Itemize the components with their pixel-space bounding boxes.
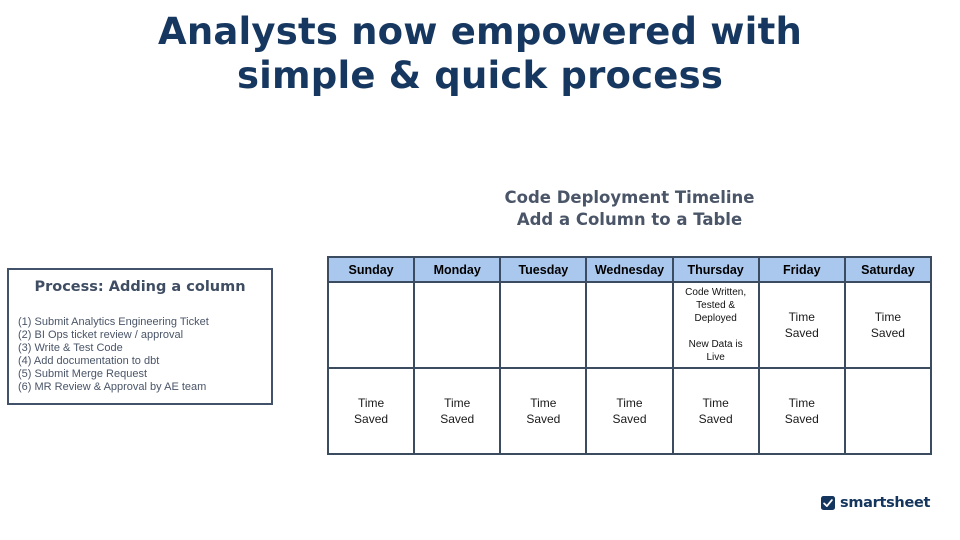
- day-header-row: Sunday Monday Tuesday Wednesday Thursday…: [326, 256, 933, 283]
- process-step-1: (1) Submit Analytics Engineering Ticket: [18, 316, 209, 328]
- process-step-6: (6) MR Review & Approval by AE team: [18, 380, 207, 393]
- process-step-4: (4) Add documentation to dbt: [18, 354, 160, 367]
- week2-friday-time-saved-cell: Time Saved: [757, 367, 846, 455]
- smartsheet-checkbox-icon: [821, 496, 835, 510]
- week1-tuesday-cell: [499, 281, 588, 369]
- week2-monday-time-saved-cell: Time Saved: [413, 367, 502, 455]
- day-header-sunday: Sunday: [326, 256, 416, 283]
- process-step-3: (3) Write & Test Code: [18, 341, 123, 354]
- week1-row: Code Written, Tested & Deployed New Data…: [326, 281, 933, 369]
- day-header-tuesday: Tuesday: [499, 256, 588, 283]
- process-steps-list: (1) Submit Analytics Engineering Ticket …: [9, 316, 271, 393]
- day-header-monday: Monday: [413, 256, 502, 283]
- timeline-heading: Code Deployment Timeline Add a Column to…: [504, 188, 755, 229]
- week2-sunday-time-saved-cell: Time Saved: [326, 367, 416, 455]
- week2-saturday-empty-area: [843, 367, 933, 455]
- process-box: Process: Adding a column (1) Submit Anal…: [7, 268, 273, 405]
- smartsheet-logo: smartsheet: [821, 494, 930, 512]
- code-deployment-table: Sunday Monday Tuesday Wednesday Thursday…: [326, 256, 933, 455]
- week2-wednesday-time-saved-cell: Time Saved: [585, 367, 674, 455]
- week1-saturday-time-saved-cell: Time Saved: [843, 281, 933, 369]
- week1-thursday-deploy-cell: Code Written, Tested & Deployed New Data…: [671, 281, 760, 369]
- week1-friday-time-saved-cell: Time Saved: [757, 281, 846, 369]
- process-step-2: (2) BI Ops ticket review / approval: [18, 328, 184, 341]
- slide-title: Analysts now empowered with simple & qui…: [157, 10, 802, 97]
- smartsheet-logo-text: smartsheet: [840, 495, 931, 511]
- day-header-thursday: Thursday: [671, 256, 760, 283]
- day-header-wednesday: Wednesday: [585, 256, 674, 283]
- process-box-title: Process: Adding a column: [34, 279, 246, 295]
- week2-row: Time Saved Time Saved Time Saved Time Sa…: [326, 367, 933, 455]
- week2-tuesday-time-saved-cell: Time Saved: [499, 367, 588, 455]
- process-step-5: (5) Submit Merge Request: [18, 367, 147, 380]
- day-header-saturday: Saturday: [843, 256, 933, 283]
- day-header-friday: Friday: [757, 256, 846, 283]
- week1-sunday-cell: [326, 281, 416, 369]
- week2-thursday-time-saved-cell: Time Saved: [671, 367, 760, 455]
- week1-wednesday-cell: [585, 281, 674, 369]
- week1-monday-cell: [413, 281, 502, 369]
